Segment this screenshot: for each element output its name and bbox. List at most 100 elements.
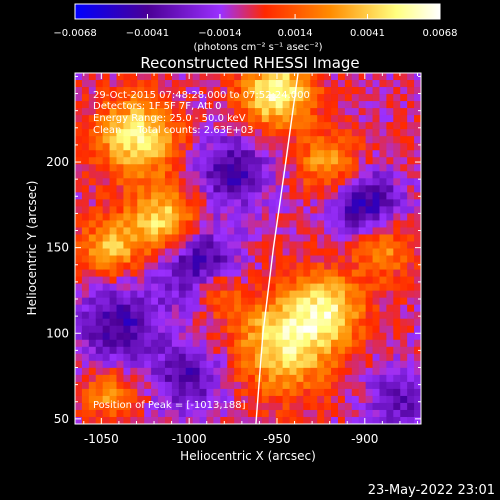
heatmap-cell [400,234,408,242]
heatmap-cell [151,367,159,376]
heatmap-cell [351,122,360,130]
heatmap-cell [102,122,110,130]
heatmap-cell [178,192,187,200]
heatmap-cell [365,213,373,221]
heatmap-cell [365,164,373,172]
heatmap-cell [248,367,256,376]
heatmap-cell [289,199,297,207]
heatmap-cell [324,73,332,81]
heatmap-cell [275,129,283,137]
heatmap-cell [130,374,138,383]
heatmap-cell [261,129,270,137]
heatmap-cell [282,262,290,270]
heatmap-cell [171,220,180,228]
heatmap-cell [220,325,228,334]
heatmap-cell [116,87,124,95]
heatmap-cell [254,269,263,277]
heatmap-cell [116,255,124,263]
heatmap-cell [185,143,194,151]
heatmap-cell [227,318,235,327]
heatmap-cell [268,346,277,355]
heatmap-cell [75,332,83,341]
heatmap-cell [116,234,124,242]
heatmap-cell [261,395,270,404]
heatmap-cell [358,157,367,165]
heatmap-cell [303,276,311,284]
heatmap-cell [241,143,249,151]
heatmap-cell [206,143,214,151]
heatmap-cell [331,409,339,418]
heatmap-cell [268,73,277,81]
heatmap-cell [178,164,187,172]
heatmap-cell [303,143,311,151]
heatmap-cell [227,276,235,284]
heatmap-cell [400,136,408,144]
heatmap-cell [414,87,421,95]
heatmap-cell [351,87,360,95]
heatmap-cell [241,311,249,320]
heatmap-cell [296,227,304,235]
heatmap-cell [220,241,228,249]
heatmap-cell [317,255,325,263]
heatmap-cell [344,157,353,165]
heatmap-cell [317,115,325,123]
heatmap-cell [310,346,318,355]
heatmap-cell [303,297,311,306]
heatmap-cell [331,269,339,277]
heatmap-cell [227,311,235,320]
heatmap-cell [158,325,166,334]
heatmap-cell [88,136,97,144]
heatmap-cell [289,171,297,179]
heatmap-cell [296,416,304,424]
heatmap-cell [185,318,194,327]
heatmap-cell [164,262,173,270]
heatmap-cell [164,304,173,313]
heatmap-cell [358,374,367,383]
heatmap-cell [310,332,318,341]
heatmap-cell [88,311,97,320]
heatmap-cell [393,171,401,179]
heatmap-cell [81,388,90,397]
heatmap-cell [130,297,138,306]
heatmap-cell [116,269,124,277]
heatmap-cell [331,87,339,95]
heatmap-cell [206,318,214,327]
heatmap-cell [144,171,152,179]
heatmap-cell [400,157,408,165]
heatmap-cell [372,164,380,172]
heatmap-cell [400,360,408,369]
heatmap-cell [81,171,90,179]
heatmap-cell [324,339,332,348]
heatmap-cell [227,206,235,214]
heatmap-cell [248,409,256,418]
heatmap-cell [268,318,277,327]
heatmap-cell [241,381,249,390]
heatmap-cell [358,332,367,341]
heatmap-cell [158,115,166,123]
heatmap-cell [282,409,290,418]
heatmap-cell [192,115,200,123]
heatmap-cell [400,255,408,263]
heatmap-cell [151,388,159,397]
heatmap-cell [317,143,325,151]
heatmap-cell [351,206,360,214]
heatmap-cell [393,416,401,424]
heatmap-cell [116,339,124,348]
heatmap-cell [289,381,297,390]
heatmap-cell [296,360,304,369]
heatmap-cell [365,304,373,313]
heatmap-cell [213,262,221,270]
heatmap-cell [185,192,194,200]
heatmap-cell [282,318,290,327]
heatmap-cell [158,234,166,242]
heatmap-cell [241,346,249,355]
heatmap-cell [109,311,117,320]
heatmap-cell [213,199,221,207]
heatmap-cell [88,206,97,214]
heatmap-cell [344,332,353,341]
heatmap-cell [317,262,325,270]
heatmap-cell [185,185,194,193]
heatmap-cell [303,80,311,88]
heatmap-cell [95,87,104,95]
heatmap-cell [123,94,131,102]
